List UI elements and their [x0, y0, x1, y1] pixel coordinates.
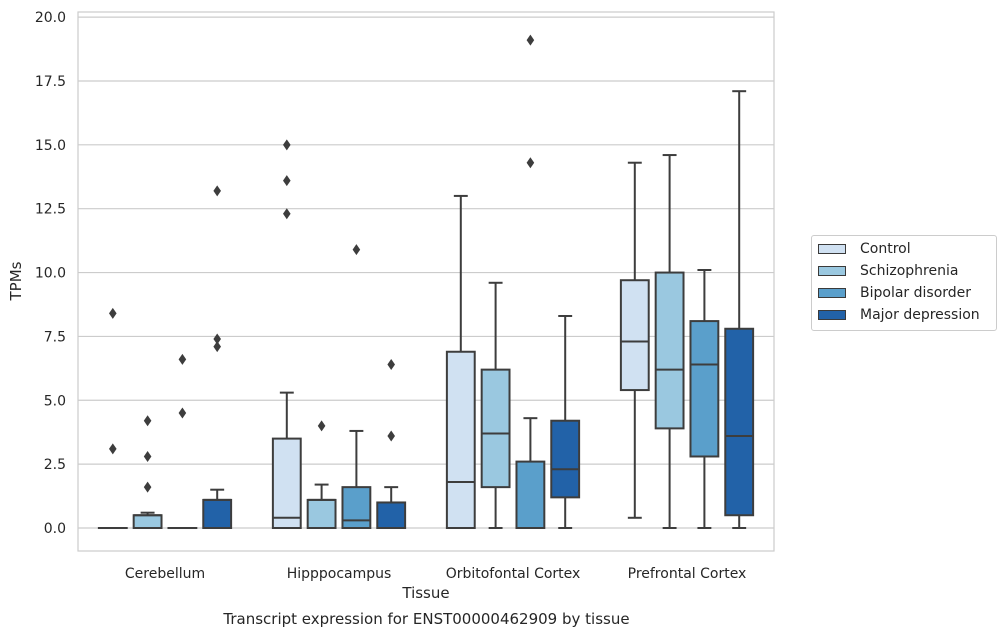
- legend-swatch-schizophrenia: [818, 266, 846, 276]
- outlier-point: [143, 481, 152, 493]
- box-cerebellum-major-depression: [202, 185, 233, 530]
- legend-label-bipolar-disorder: Bipolar disorder: [860, 285, 972, 301]
- y-tick-labels: 0.0 2.5 5.0 7.5 10.0 12.5 15.0 17.5 20.0: [35, 10, 66, 537]
- plot-frame: [77, 11, 775, 552]
- y-tick-label: 0.0: [44, 521, 66, 537]
- legend-swatch-major-depression: [818, 310, 846, 320]
- box-hipppocampus-major-depression: [376, 359, 407, 530]
- outlier-point: [387, 430, 395, 442]
- box-layer: [97, 34, 755, 530]
- figure-caption: Transcript expression for ENST0000046290…: [223, 610, 630, 628]
- outlier-point: [283, 175, 291, 187]
- outlier-point: [213, 333, 221, 345]
- outlier-point: [526, 157, 535, 169]
- outlier-point: [283, 208, 291, 220]
- y-tick-label: 2.5: [44, 457, 66, 473]
- box-hipppocampus-control: [271, 139, 302, 530]
- box-prefrontal-cortex-control: [619, 161, 650, 519]
- y-axis-label: TPMs: [7, 261, 25, 301]
- box-body: [724, 327, 755, 517]
- y-tick-label: 7.5: [44, 329, 66, 345]
- y-tick-label: 10.0: [35, 266, 66, 282]
- box-body: [480, 368, 511, 489]
- outlier-point: [143, 415, 152, 427]
- box-body: [202, 498, 233, 530]
- box-body: [445, 350, 476, 530]
- y-tick-label: 20.0: [35, 10, 66, 26]
- legend-label-control: Control: [860, 241, 911, 257]
- grid-layer: [78, 16, 774, 529]
- x-axis-label: Tissue: [401, 584, 449, 602]
- box-body: [376, 501, 407, 530]
- box-prefrontal-cortex-major-depression: [724, 90, 755, 530]
- box-body: [550, 419, 581, 499]
- outlier-point: [213, 341, 221, 353]
- legend-swatch-control: [818, 244, 846, 254]
- box-body: [689, 320, 720, 458]
- outlier-point: [178, 407, 187, 419]
- y-tick-label: 15.0: [35, 138, 66, 154]
- box-body: [654, 271, 685, 430]
- outlier-point: [387, 359, 395, 371]
- box-orbitofontal-cortex-schizophrenia: [480, 281, 511, 530]
- box-prefrontal-cortex-bipolar-disorder: [689, 269, 720, 530]
- outlier-point: [213, 185, 221, 197]
- outlier-point: [526, 34, 535, 46]
- legend-item-schizophrenia: Schizophrenia: [818, 261, 958, 281]
- legend: Control Schizophrenia Bipolar disorder M…: [811, 235, 997, 331]
- legend-item-major-depression: Major depression: [818, 305, 980, 325]
- y-tick-label: 5.0: [44, 393, 66, 409]
- legend-label-schizophrenia: Schizophrenia: [860, 263, 959, 279]
- outlier-point: [352, 244, 361, 256]
- outlier-point: [143, 450, 152, 462]
- x-tick-label-prefrontal-cortex: Prefrontal Cortex: [628, 566, 747, 582]
- x-tick-label-orbitofontal-cortex: Orbitofontal Cortex: [446, 566, 581, 582]
- box-prefrontal-cortex-schizophrenia: [654, 154, 685, 530]
- box-hipppocampus-bipolar-disorder: [341, 244, 372, 530]
- box-cerebellum-bipolar-disorder: [167, 353, 198, 530]
- box-hipppocampus-schizophrenia: [306, 420, 337, 530]
- box-body: [341, 486, 372, 530]
- box-orbitofontal-cortex-major-depression: [550, 314, 581, 530]
- box-body: [515, 460, 546, 530]
- box-body: [271, 437, 302, 530]
- outlier-point: [109, 443, 117, 455]
- outlier-point: [178, 353, 187, 365]
- x-tick-label-hipppocampus: Hipppocampus: [287, 566, 392, 582]
- y-tick-label: 12.5: [35, 202, 66, 218]
- legend-item-bipolar-disorder: Bipolar disorder: [818, 283, 971, 303]
- box-orbitofontal-cortex-bipolar-disorder: [515, 34, 546, 530]
- y-tick-label: 17.5: [35, 74, 66, 90]
- outlier-point: [317, 420, 326, 432]
- legend-swatch-bipolar-disorder: [818, 288, 846, 298]
- outlier-point: [109, 307, 117, 319]
- box-cerebellum-schizophrenia: [132, 415, 163, 530]
- legend-label-major-depression: Major depression: [860, 307, 980, 323]
- x-tick-labels: Cerebellum Hipppocampus Orbitofontal Corte…: [125, 566, 746, 582]
- x-tick-label-cerebellum: Cerebellum: [125, 566, 205, 582]
- box-body: [132, 514, 163, 530]
- box-cerebellum-control: [97, 307, 128, 530]
- box-body: [619, 279, 650, 392]
- box-body: [306, 498, 337, 530]
- outlier-point: [283, 139, 291, 151]
- box-orbitofontal-cortex-control: [445, 194, 476, 530]
- legend-item-control: Control: [818, 239, 911, 259]
